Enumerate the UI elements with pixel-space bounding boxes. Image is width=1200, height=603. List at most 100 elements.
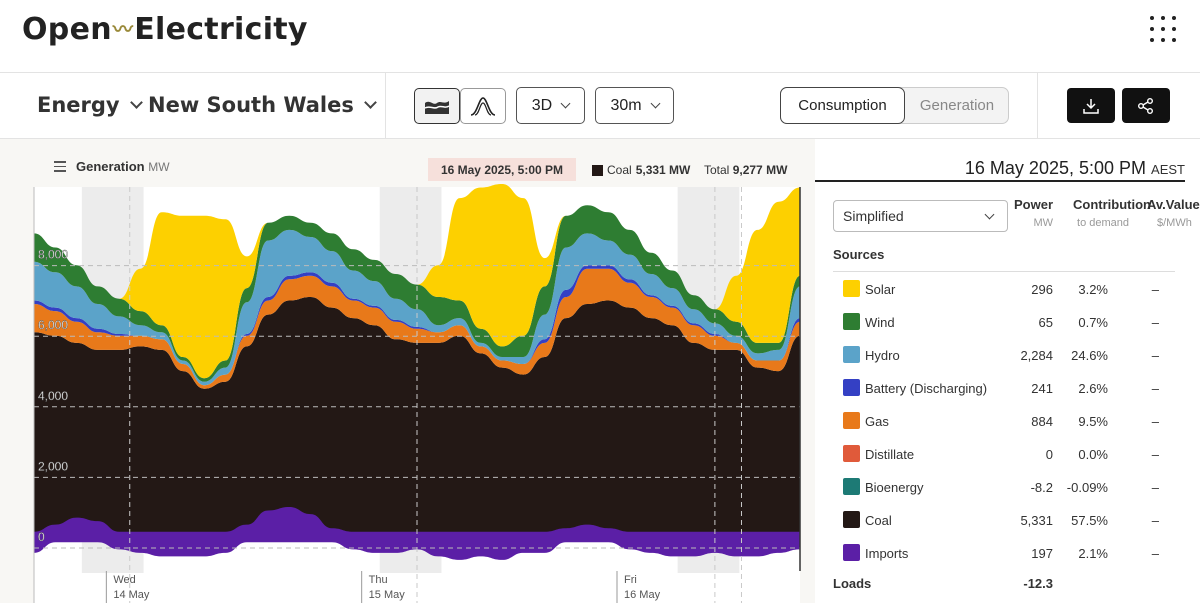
share-button[interactable]	[1122, 88, 1170, 123]
source-power: 5,331	[1020, 513, 1053, 528]
source-row[interactable]: Distillate 0 0.0% –	[833, 437, 1175, 470]
mode-toggle: Consumption Generation	[780, 87, 1009, 124]
view-select-label: Simplified	[843, 208, 904, 224]
panel-timezone: AEST	[1151, 162, 1185, 177]
source-contribution: 0.0%	[1078, 447, 1108, 462]
source-av-value: –	[1151, 480, 1159, 495]
source-row[interactable]: Hydro 2,284 24.6% –	[833, 338, 1175, 371]
source-label: Coal	[865, 513, 892, 528]
area-chart-button[interactable]	[414, 88, 460, 124]
source-power: 296	[1031, 282, 1053, 297]
source-swatch	[843, 379, 860, 396]
hover-date: 16 May 2025, 5:00 PM	[428, 158, 576, 181]
logo[interactable]: Open〰Electricity	[22, 12, 308, 47]
col-contribution[interactable]: Contribution	[1073, 197, 1151, 212]
source-av-value: –	[1151, 513, 1159, 528]
sources-heading: Sources	[833, 247, 885, 262]
area-solar	[34, 184, 800, 379]
col-power[interactable]: Power	[1013, 197, 1053, 212]
source-contribution: 9.5%	[1078, 414, 1108, 429]
toolbar-divider	[1037, 73, 1038, 139]
source-swatch	[843, 280, 860, 297]
source-power: 884	[1031, 414, 1053, 429]
source-contribution: 0.7%	[1078, 315, 1108, 330]
col-contribution-sub: to demand	[1077, 217, 1129, 229]
loads-row[interactable]: Loads -12.3	[833, 576, 1175, 591]
chart-unit: MW	[148, 160, 170, 174]
source-power: 241	[1031, 381, 1053, 396]
source-power: 197	[1031, 546, 1053, 561]
source-row[interactable]: Wind 65 0.7% –	[833, 305, 1175, 338]
source-swatch	[843, 544, 860, 561]
line-chart-button[interactable]	[460, 88, 506, 124]
y-tick-label: 8,000	[38, 248, 68, 262]
source-av-value: –	[1151, 381, 1159, 396]
coal-readout-value: 5,331 MW	[635, 163, 691, 177]
source-av-value: –	[1151, 546, 1159, 561]
bell-curve-icon	[470, 97, 496, 116]
source-contribution: 24.6%	[1071, 348, 1108, 363]
source-label: Hydro	[865, 348, 900, 363]
generation-chart[interactable]: 8,000 6,000 4,000 2,000 0 Wed 14 May Thu 15 May F…	[0, 139, 815, 603]
chevron-down-icon	[363, 95, 377, 109]
metric-label: Energy	[37, 93, 120, 117]
chevron-down-icon	[560, 98, 571, 109]
share-icon	[1138, 97, 1153, 114]
generation-tab[interactable]: Generation	[919, 97, 995, 114]
source-contribution: 2.6%	[1078, 381, 1108, 396]
loads-power: -12.3	[1023, 576, 1053, 591]
grid-dots-icon[interactable]	[1150, 16, 1178, 44]
hamburger-icon[interactable]	[54, 161, 66, 172]
chart-panel: 8,000 6,000 4,000 2,000 0 Wed 14 May Thu 15 May F…	[0, 139, 815, 603]
detail-panel: 16 May 2025, 5:00 PM AEST Simplified Pow…	[815, 139, 1200, 603]
source-power: 65	[1038, 315, 1053, 330]
download-button[interactable]	[1067, 88, 1115, 123]
col-av-value[interactable]: Av.Value	[1147, 197, 1200, 212]
metric-select[interactable]: Energy	[37, 93, 143, 117]
source-swatch	[843, 445, 860, 462]
y-tick-label: 0	[38, 530, 45, 544]
x-tick-date: 16 May	[624, 589, 661, 601]
chart-header: Generation MW	[54, 159, 170, 174]
x-tick-day: Wed	[113, 574, 135, 586]
source-row[interactable]: Solar 296 3.2% –	[833, 272, 1175, 305]
source-av-value: –	[1151, 315, 1159, 330]
sources-divider	[833, 271, 1175, 272]
toolbar: Energy New South Wales 3D 30m Consumptio…	[0, 73, 1200, 139]
interval-label: 30m	[610, 96, 642, 114]
y-tick-label: 4,000	[38, 389, 68, 403]
source-row[interactable]: Gas 884 9.5% –	[833, 404, 1175, 437]
panel-datetime: 16 May 2025, 5:00 PM AEST	[815, 158, 1185, 179]
source-av-value: –	[1151, 348, 1159, 363]
source-row[interactable]: Coal 5,331 57.5% –	[833, 503, 1175, 536]
download-icon	[1083, 98, 1099, 114]
range-label: 3D	[531, 96, 553, 114]
coal-swatch	[592, 164, 603, 176]
chart-title: Generation	[76, 159, 145, 174]
x-tick-date: 14 May	[113, 589, 150, 601]
interval-select[interactable]: 30m	[595, 87, 674, 124]
range-select[interactable]: 3D	[516, 87, 585, 124]
source-contribution: 3.2%	[1078, 282, 1108, 297]
source-row[interactable]: Bioenergy -8.2 -0.09% –	[833, 470, 1175, 503]
region-select[interactable]: New South Wales	[148, 93, 377, 117]
region-label: New South Wales	[148, 93, 354, 117]
logo-electricity: Electricity	[134, 12, 308, 47]
x-tick-date: 15 May	[369, 589, 406, 601]
source-label: Gas	[865, 414, 889, 429]
total-label: Total	[704, 163, 730, 177]
source-contribution: -0.09%	[1066, 480, 1108, 495]
source-av-value: –	[1151, 282, 1159, 297]
x-tick-day: Thu	[369, 574, 388, 586]
y-tick-label: 6,000	[38, 318, 68, 332]
view-select[interactable]: Simplified	[833, 200, 1008, 232]
area-gas	[34, 268, 800, 389]
source-row[interactable]: Imports 197 2.1% –	[833, 536, 1175, 569]
logo-wave-icon: 〰	[112, 17, 134, 41]
source-label: Wind	[865, 315, 895, 330]
consumption-tab[interactable]: Consumption	[780, 87, 905, 124]
y-tick-label: 2,000	[38, 459, 68, 473]
loads-label: Loads	[833, 576, 872, 591]
chevron-down-icon	[129, 95, 143, 109]
source-row[interactable]: Battery (Discharging) 241 2.6% –	[833, 371, 1175, 404]
